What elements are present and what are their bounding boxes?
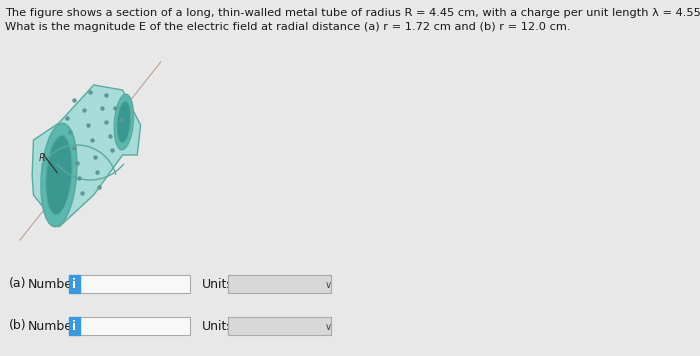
Text: i: i xyxy=(72,319,76,333)
Ellipse shape xyxy=(114,94,134,150)
Text: What is the magnitude E of the electric field at radial distance (a) r = 1.72 cm: What is the magnitude E of the electric … xyxy=(6,22,571,32)
Text: Units: Units xyxy=(202,319,234,333)
Text: Units: Units xyxy=(202,277,234,290)
Polygon shape xyxy=(32,85,141,227)
FancyBboxPatch shape xyxy=(80,317,190,335)
Ellipse shape xyxy=(41,124,77,227)
Text: Number: Number xyxy=(28,319,78,333)
FancyBboxPatch shape xyxy=(228,317,331,335)
Text: The figure shows a section of a long, thin-walled metal tube of radius R = 4.45 : The figure shows a section of a long, th… xyxy=(6,8,700,18)
Text: (a): (a) xyxy=(9,277,27,290)
Text: (b): (b) xyxy=(9,319,27,333)
Text: i: i xyxy=(72,277,76,290)
Text: ∨: ∨ xyxy=(325,322,332,332)
Ellipse shape xyxy=(46,135,72,215)
FancyBboxPatch shape xyxy=(80,275,190,293)
FancyBboxPatch shape xyxy=(228,275,331,293)
FancyBboxPatch shape xyxy=(69,275,80,293)
Text: Number: Number xyxy=(28,277,78,290)
Text: R: R xyxy=(38,153,46,163)
Ellipse shape xyxy=(117,101,131,143)
Text: ∨: ∨ xyxy=(325,280,332,290)
FancyBboxPatch shape xyxy=(69,317,80,335)
